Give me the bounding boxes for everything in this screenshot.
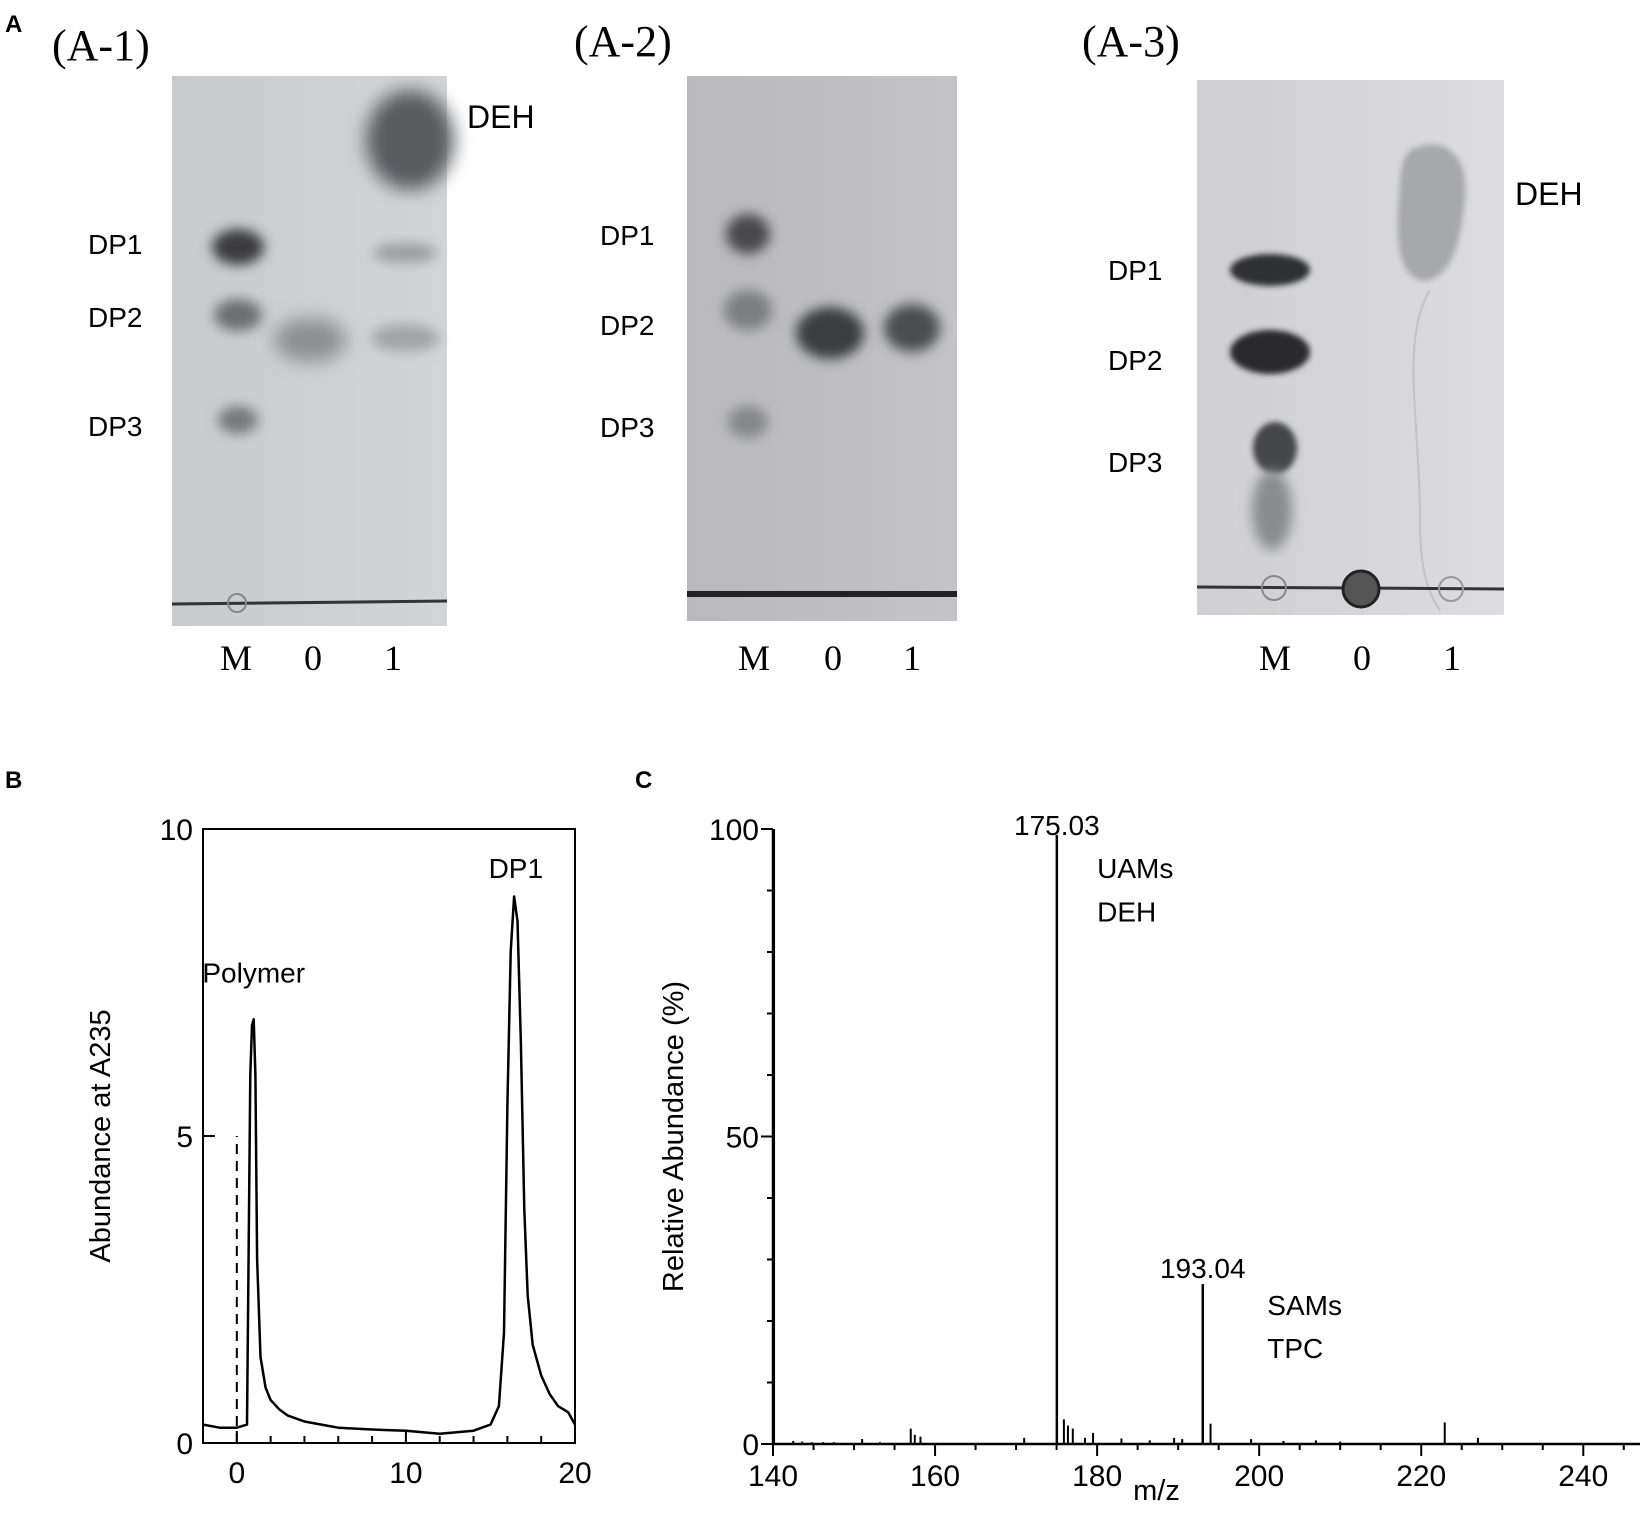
chart-b-y-tick-label: 10: [160, 814, 193, 847]
chart-c-x-tick-label: 180: [1072, 1460, 1122, 1493]
chart-b-annotation: DP1: [489, 853, 543, 884]
spot-a1-1-dp1: [373, 243, 437, 263]
panel-c: C 140 160 180 200 220 240 0 50 100 m/z Relative Ab…: [635, 767, 1640, 1507]
chart-c-y-tick-label: 100: [709, 814, 759, 847]
plate-a2-lane-0: 0: [824, 638, 842, 678]
plate-a3-origin-dot-0: [1341, 569, 1381, 609]
chart-b-frame: [202, 828, 576, 1444]
chart-c-y-axis-label: Relative Abundance (%): [658, 981, 690, 1292]
tlc-plate-a1: (A-1) M 0 1 DP1 DP2 DP3 DEH: [52, 21, 535, 678]
plate-a3-label-dp3: DP3: [1108, 447, 1162, 478]
chart-b-x-tick-label: 10: [389, 1457, 422, 1490]
spot-a1-1-dp2: [371, 324, 439, 352]
panel-c-letter: C: [635, 767, 652, 794]
plate-a1-lane-0: 0: [304, 638, 322, 678]
plate-a1-lane-1: 1: [384, 638, 402, 678]
spot-a1-m-dp1: [212, 229, 264, 265]
plate-a2-label-dp1: DP1: [600, 220, 654, 251]
spot-a1-0-polymer: [274, 318, 346, 362]
chart-c-y-tick-label: 50: [726, 1122, 759, 1155]
plate-a1-label-dp3: DP3: [88, 411, 142, 442]
plate-a2-title: (A-2): [574, 17, 672, 66]
spot-a2-m-dp3: [728, 406, 768, 438]
spot-a3-m-dp2: [1230, 330, 1310, 374]
chart-b-y-tick-label: 0: [176, 1428, 193, 1461]
plate-a1-origin-dot: [227, 593, 247, 613]
plate-a1-title: (A-1): [52, 21, 150, 70]
spot-a1-1-deh: [366, 90, 454, 190]
panel-b-letter: B: [5, 767, 22, 794]
chart-c-x-tick-label: 220: [1396, 1460, 1446, 1493]
chart-b: 0 10 20 0 5 10 Abundance at A235 Polymer DP1: [85, 814, 592, 1490]
chart-c-annotation: TPC: [1267, 1333, 1323, 1364]
plate-a1-origin-line: [171, 599, 448, 606]
chart-b-y-axis-label: Abundance at A235: [85, 1009, 117, 1262]
spot-a2-m-dp2: [724, 290, 772, 330]
plate-a1-label-dp1: DP1: [88, 229, 142, 260]
chart-c-annotation: SAMs: [1267, 1290, 1342, 1321]
plate-a3-origin-dot-1: [1438, 576, 1464, 602]
spot-a3-m-dp3: [1253, 422, 1297, 474]
plate-a3-lane-1: 1: [1443, 638, 1461, 678]
panel-a-letter: A: [5, 11, 22, 38]
spot-a2-m-dp1: [726, 214, 770, 254]
chart-c-x-tick-label: 200: [1234, 1460, 1284, 1493]
chart-c-x-axis-label: m/z: [1133, 1475, 1180, 1507]
chart-c-annotation: DEH: [1097, 896, 1156, 927]
spot-a3-m-trail: [1252, 470, 1292, 550]
chart-b-annotation: Polymer: [202, 958, 305, 989]
spot-a1-m-dp3: [218, 406, 258, 434]
chart-c-x-tick-label: 160: [910, 1460, 960, 1493]
spot-a2-0-dp2: [796, 307, 864, 359]
spot-a2-1-dp2: [884, 304, 940, 352]
plate-a2-label-dp3: DP3: [600, 412, 654, 443]
panel-a: A (A-1) M 0 1 DP1 DP2 DP3 DEH: [5, 11, 1583, 678]
plate-a1-label-dp2: DP2: [88, 302, 142, 333]
panel-b: B 0 10 20 0 5 10 Abundance at A235 Polymer DP1: [5, 767, 592, 1490]
plate-a3-faint-trail: [1412, 289, 1441, 611]
plate-a3-label-dp1: DP1: [1108, 255, 1162, 286]
chart-c-annotation: UAMs: [1097, 853, 1173, 884]
plate-a1-lane-m: M: [220, 638, 252, 678]
plate-a1-label-deh: DEH: [467, 99, 535, 135]
chart-b-y-tick-label: 5: [176, 1121, 193, 1154]
chart-c-y-tick-label: 0: [742, 1429, 759, 1462]
spot-a3-1-deh: [1397, 144, 1466, 281]
plate-a3-lane-m: M: [1259, 638, 1291, 678]
tlc-plate-a2: (A-2) M 0 1 DP1 DP2 DP3: [574, 17, 957, 678]
chart-c-annotation: 193.04: [1160, 1253, 1246, 1284]
plate-a3-title: (A-3): [1082, 17, 1180, 66]
spot-a1-m-dp2: [214, 299, 262, 331]
chart-b-trace: [202, 895, 577, 1436]
chart-c-x-tick-label: 140: [748, 1460, 798, 1493]
tlc-plate-a3: (A-3) M 0 1 DP1 DP2 DP3 DEH: [1082, 17, 1583, 678]
plate-a3-label-deh: DEH: [1515, 176, 1583, 212]
plate-a2-label-dp2: DP2: [600, 310, 654, 341]
chart-c: 140 160 180 200 220 240 0 50 100 m/z Relative Abun…: [658, 810, 1640, 1507]
plate-a3-origin-dot-m: [1261, 575, 1287, 601]
plate-a3-label-dp2: DP2: [1108, 345, 1162, 376]
chart-c-annotation: 175.03: [1014, 810, 1100, 841]
chart-b-x-tick-label: 20: [558, 1457, 591, 1490]
chart-b-x-tick-label: 0: [228, 1457, 245, 1490]
plate-a3-lane-0: 0: [1353, 638, 1371, 678]
spot-a3-m-dp1: [1230, 254, 1310, 286]
plate-a2-lane-m: M: [738, 638, 770, 678]
plate-a2-lane-1: 1: [903, 638, 921, 678]
chart-c-x-tick-label: 240: [1558, 1460, 1608, 1493]
